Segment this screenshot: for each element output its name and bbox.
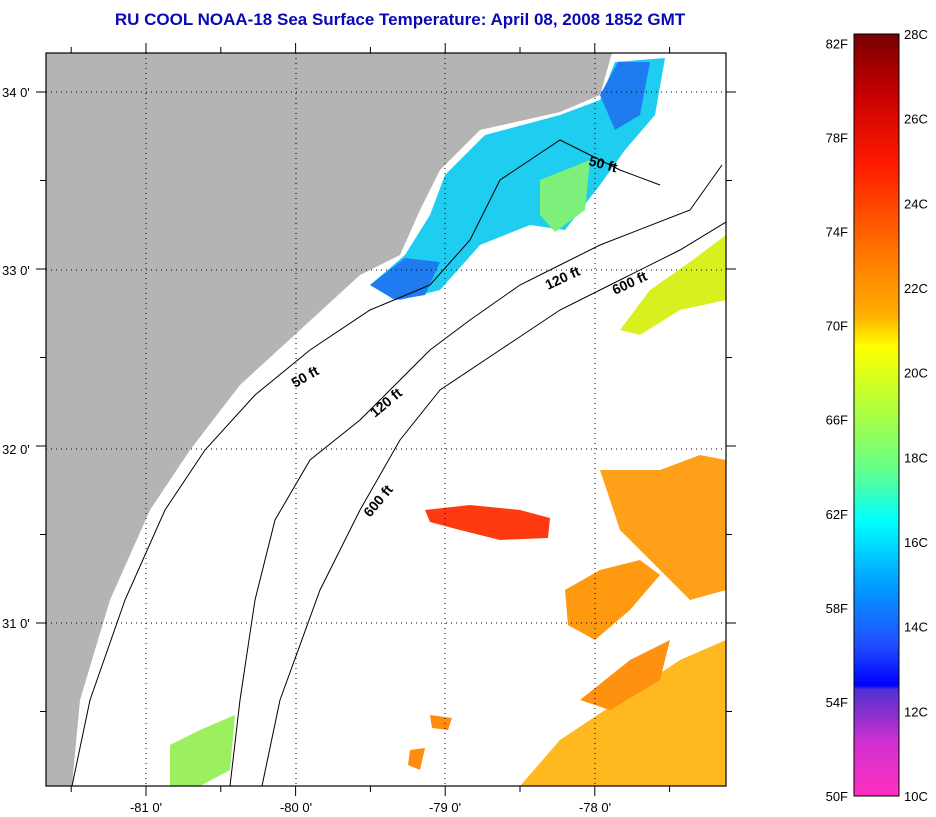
colorbar-label: 16C xyxy=(904,535,928,550)
warm-patch-south xyxy=(520,640,726,786)
lon-label: -80 0' xyxy=(280,800,312,815)
colorbar-label: 10C xyxy=(904,789,928,804)
cold-water-core xyxy=(370,62,650,300)
grid xyxy=(46,53,726,786)
colorbar-label: 18C xyxy=(904,450,928,465)
orange-patch-2 xyxy=(600,455,726,600)
contour-label: 50 ft xyxy=(289,362,322,390)
colorbar-label: 12C xyxy=(904,704,928,719)
lat-label: 33 0' xyxy=(2,263,30,278)
green-patch-south xyxy=(170,715,235,786)
colorbar-label: 26C xyxy=(904,112,928,127)
lat-label: 31 0' xyxy=(2,616,30,631)
lon-label: -81 0' xyxy=(130,800,162,815)
colorbar-label: 24C xyxy=(904,196,928,211)
colorbar-label: 20C xyxy=(904,366,928,381)
lon-label: -78 0' xyxy=(579,800,611,815)
lat-label: 34 0' xyxy=(2,85,30,100)
colorbar-label: 78F xyxy=(826,130,848,145)
colorbar-labels: 28C 26C 24C 22C 20C 18C 16C 14C 12C 10C 82F 78F 74F 7… xyxy=(826,27,928,804)
colorbar-label: 54F xyxy=(826,695,848,710)
axis-ticks xyxy=(36,43,736,796)
colorbar-label: 50F xyxy=(826,789,848,804)
colorbar-label: 70F xyxy=(826,319,848,334)
colorbar-label: 66F xyxy=(826,413,848,428)
lat-label: 32 0' xyxy=(2,442,30,457)
orange-patch-1 xyxy=(565,560,660,640)
land xyxy=(46,53,612,786)
colorbar-label: 28C xyxy=(904,27,928,42)
colorbar xyxy=(853,33,900,797)
yellow-green-patch xyxy=(620,235,726,335)
lon-label: -79 0' xyxy=(429,800,461,815)
colorbar-label: 62F xyxy=(826,507,848,522)
contour-600ft xyxy=(261,221,726,786)
colorbar-label: 74F xyxy=(826,225,848,240)
colorbar-label: 58F xyxy=(826,601,848,616)
contour-label: 120 ft xyxy=(543,263,583,293)
contour-50ft xyxy=(71,139,661,786)
colorbar-label: 82F xyxy=(826,36,848,51)
orange-patch-3 xyxy=(580,640,670,710)
map-title: RU COOL NOAA-18 Sea Surface Temperature:… xyxy=(114,10,686,29)
colorbar-label: 22C xyxy=(904,281,928,296)
contour-label: 120 ft xyxy=(367,384,406,420)
contour-120ft xyxy=(229,164,723,786)
cold-water-patch xyxy=(370,58,665,300)
contour-label: 50 ft xyxy=(587,152,619,175)
colorbar-label: 14C xyxy=(904,620,928,635)
green-patch-nearshore xyxy=(540,160,590,232)
map-frame xyxy=(45,52,727,787)
contour-label: 600 ft xyxy=(610,268,650,298)
hot-patch xyxy=(425,505,550,540)
orange-spot xyxy=(408,715,452,770)
